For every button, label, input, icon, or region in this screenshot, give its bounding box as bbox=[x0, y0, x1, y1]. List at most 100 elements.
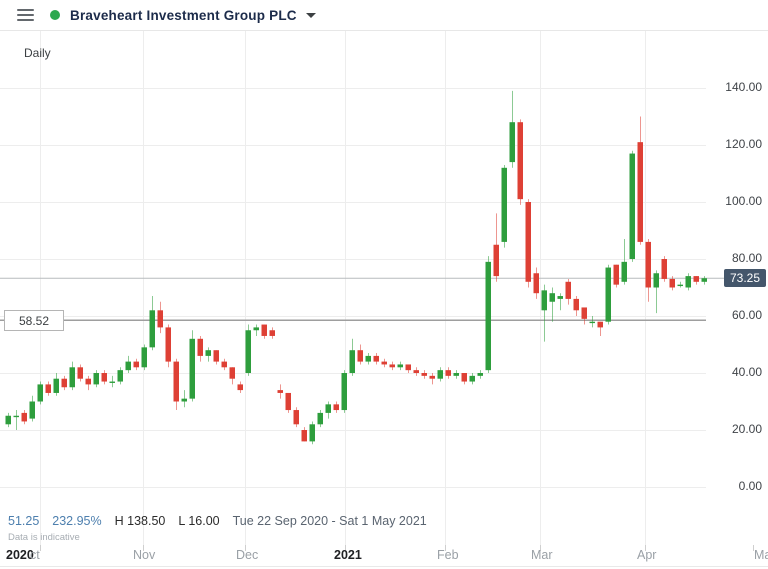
candle-up bbox=[37, 384, 43, 402]
candle-up bbox=[501, 167, 507, 242]
y-axis-label: 60.00 bbox=[731, 308, 762, 322]
candle-down bbox=[373, 355, 379, 362]
candle-down bbox=[357, 350, 363, 362]
candle-up bbox=[541, 290, 547, 311]
candle-down bbox=[405, 364, 411, 371]
candle-up bbox=[5, 415, 11, 425]
candle-up bbox=[93, 373, 99, 385]
candle-down bbox=[445, 370, 451, 376]
candle-down bbox=[229, 367, 235, 379]
candle-up bbox=[485, 261, 491, 371]
y-axis-label: 20.00 bbox=[731, 422, 762, 436]
candle-up bbox=[341, 373, 347, 411]
candle-down bbox=[77, 367, 83, 379]
menu-icon[interactable] bbox=[17, 6, 34, 24]
candle-down bbox=[261, 324, 267, 336]
candle-down bbox=[133, 361, 139, 368]
candle-down bbox=[269, 330, 275, 336]
y-axis-label: 140.00 bbox=[725, 80, 762, 94]
candle-up bbox=[245, 330, 251, 373]
candle-down bbox=[581, 307, 587, 319]
market-open-dot-icon bbox=[50, 10, 60, 20]
candle-down bbox=[693, 276, 699, 282]
candle-down bbox=[173, 361, 179, 402]
chevron-down-icon bbox=[305, 13, 316, 18]
candle-up bbox=[13, 415, 19, 418]
candle-down bbox=[213, 350, 219, 362]
x-axis-label: Feb bbox=[437, 548, 459, 562]
candle-down bbox=[637, 142, 643, 242]
candle-down bbox=[61, 378, 67, 388]
candle-up bbox=[181, 398, 187, 402]
low-value: L 16.00 bbox=[178, 514, 220, 528]
candle-down bbox=[565, 281, 571, 299]
change-percent-value: 232.95% bbox=[52, 514, 102, 528]
candle-down bbox=[157, 310, 163, 328]
candle-up bbox=[141, 347, 147, 368]
candle-up bbox=[557, 296, 563, 299]
candle-up bbox=[437, 370, 443, 379]
candle-down bbox=[461, 373, 467, 382]
candle-down bbox=[493, 244, 499, 277]
candle-down bbox=[525, 202, 531, 282]
candle-down bbox=[421, 373, 427, 376]
candle-up bbox=[701, 278, 707, 282]
candle-down bbox=[413, 370, 419, 373]
candle-up bbox=[69, 367, 75, 388]
candle-down bbox=[333, 404, 339, 411]
date-range: Tue 22 Sep 2020 - Sat 1 May 2021 bbox=[232, 514, 427, 528]
header-bar: Braveheart Investment Group PLC bbox=[0, 0, 768, 31]
candle-up bbox=[53, 378, 59, 393]
candle-up bbox=[469, 375, 475, 382]
candle-up bbox=[397, 364, 403, 368]
candle-down bbox=[669, 278, 675, 288]
candle-down bbox=[429, 375, 435, 379]
candle-up bbox=[509, 122, 515, 163]
candle-up bbox=[549, 293, 555, 302]
candle-up bbox=[29, 401, 35, 419]
candle-up bbox=[685, 276, 691, 288]
candle-down bbox=[21, 412, 27, 422]
x-axis-label: 2021 bbox=[334, 548, 362, 562]
reference-price-label: 58.52 bbox=[4, 310, 64, 332]
candle-down bbox=[293, 410, 299, 425]
candle-up bbox=[325, 404, 331, 413]
x-axis-label: ct bbox=[30, 548, 40, 562]
x-axis-label: 2020 bbox=[6, 548, 34, 562]
candle-up bbox=[677, 284, 683, 287]
candle-down bbox=[573, 298, 579, 311]
candle-up bbox=[317, 412, 323, 425]
candle-up bbox=[349, 350, 355, 373]
candle-up bbox=[629, 153, 635, 259]
candle-down bbox=[533, 273, 539, 294]
candle-up bbox=[253, 327, 259, 331]
candle-down bbox=[285, 392, 291, 411]
candle-up bbox=[309, 424, 315, 442]
y-axis-label: 80.00 bbox=[731, 251, 762, 265]
candle-up bbox=[621, 261, 627, 282]
y-axis-label: 40.00 bbox=[731, 365, 762, 379]
current-price-badge: 73.25 bbox=[724, 269, 766, 288]
candle-up bbox=[205, 350, 211, 356]
ohlc-summary: 51.25 232.95% H 138.50 L 16.00 Tue 22 Se… bbox=[8, 514, 427, 528]
candle-down bbox=[101, 373, 107, 382]
candle-up bbox=[453, 373, 459, 376]
y-axis-label: 0.00 bbox=[738, 479, 762, 493]
instrument-selector[interactable]: Braveheart Investment Group PLC bbox=[70, 8, 316, 23]
indicative-note: Data is indicative bbox=[8, 532, 80, 543]
candle-down bbox=[237, 384, 243, 391]
candle-up bbox=[605, 267, 611, 322]
candle-down bbox=[645, 241, 651, 288]
instrument-title: Braveheart Investment Group PLC bbox=[70, 7, 297, 23]
candle-up bbox=[589, 321, 595, 324]
candle-down bbox=[381, 361, 387, 365]
y-axis-label: 100.00 bbox=[725, 194, 762, 208]
candle-up bbox=[653, 273, 659, 288]
candle-up bbox=[477, 373, 483, 376]
candle-up bbox=[125, 361, 131, 371]
x-axis-label: Dec bbox=[236, 548, 259, 562]
candle-down bbox=[301, 430, 307, 442]
candle-down bbox=[661, 259, 667, 279]
